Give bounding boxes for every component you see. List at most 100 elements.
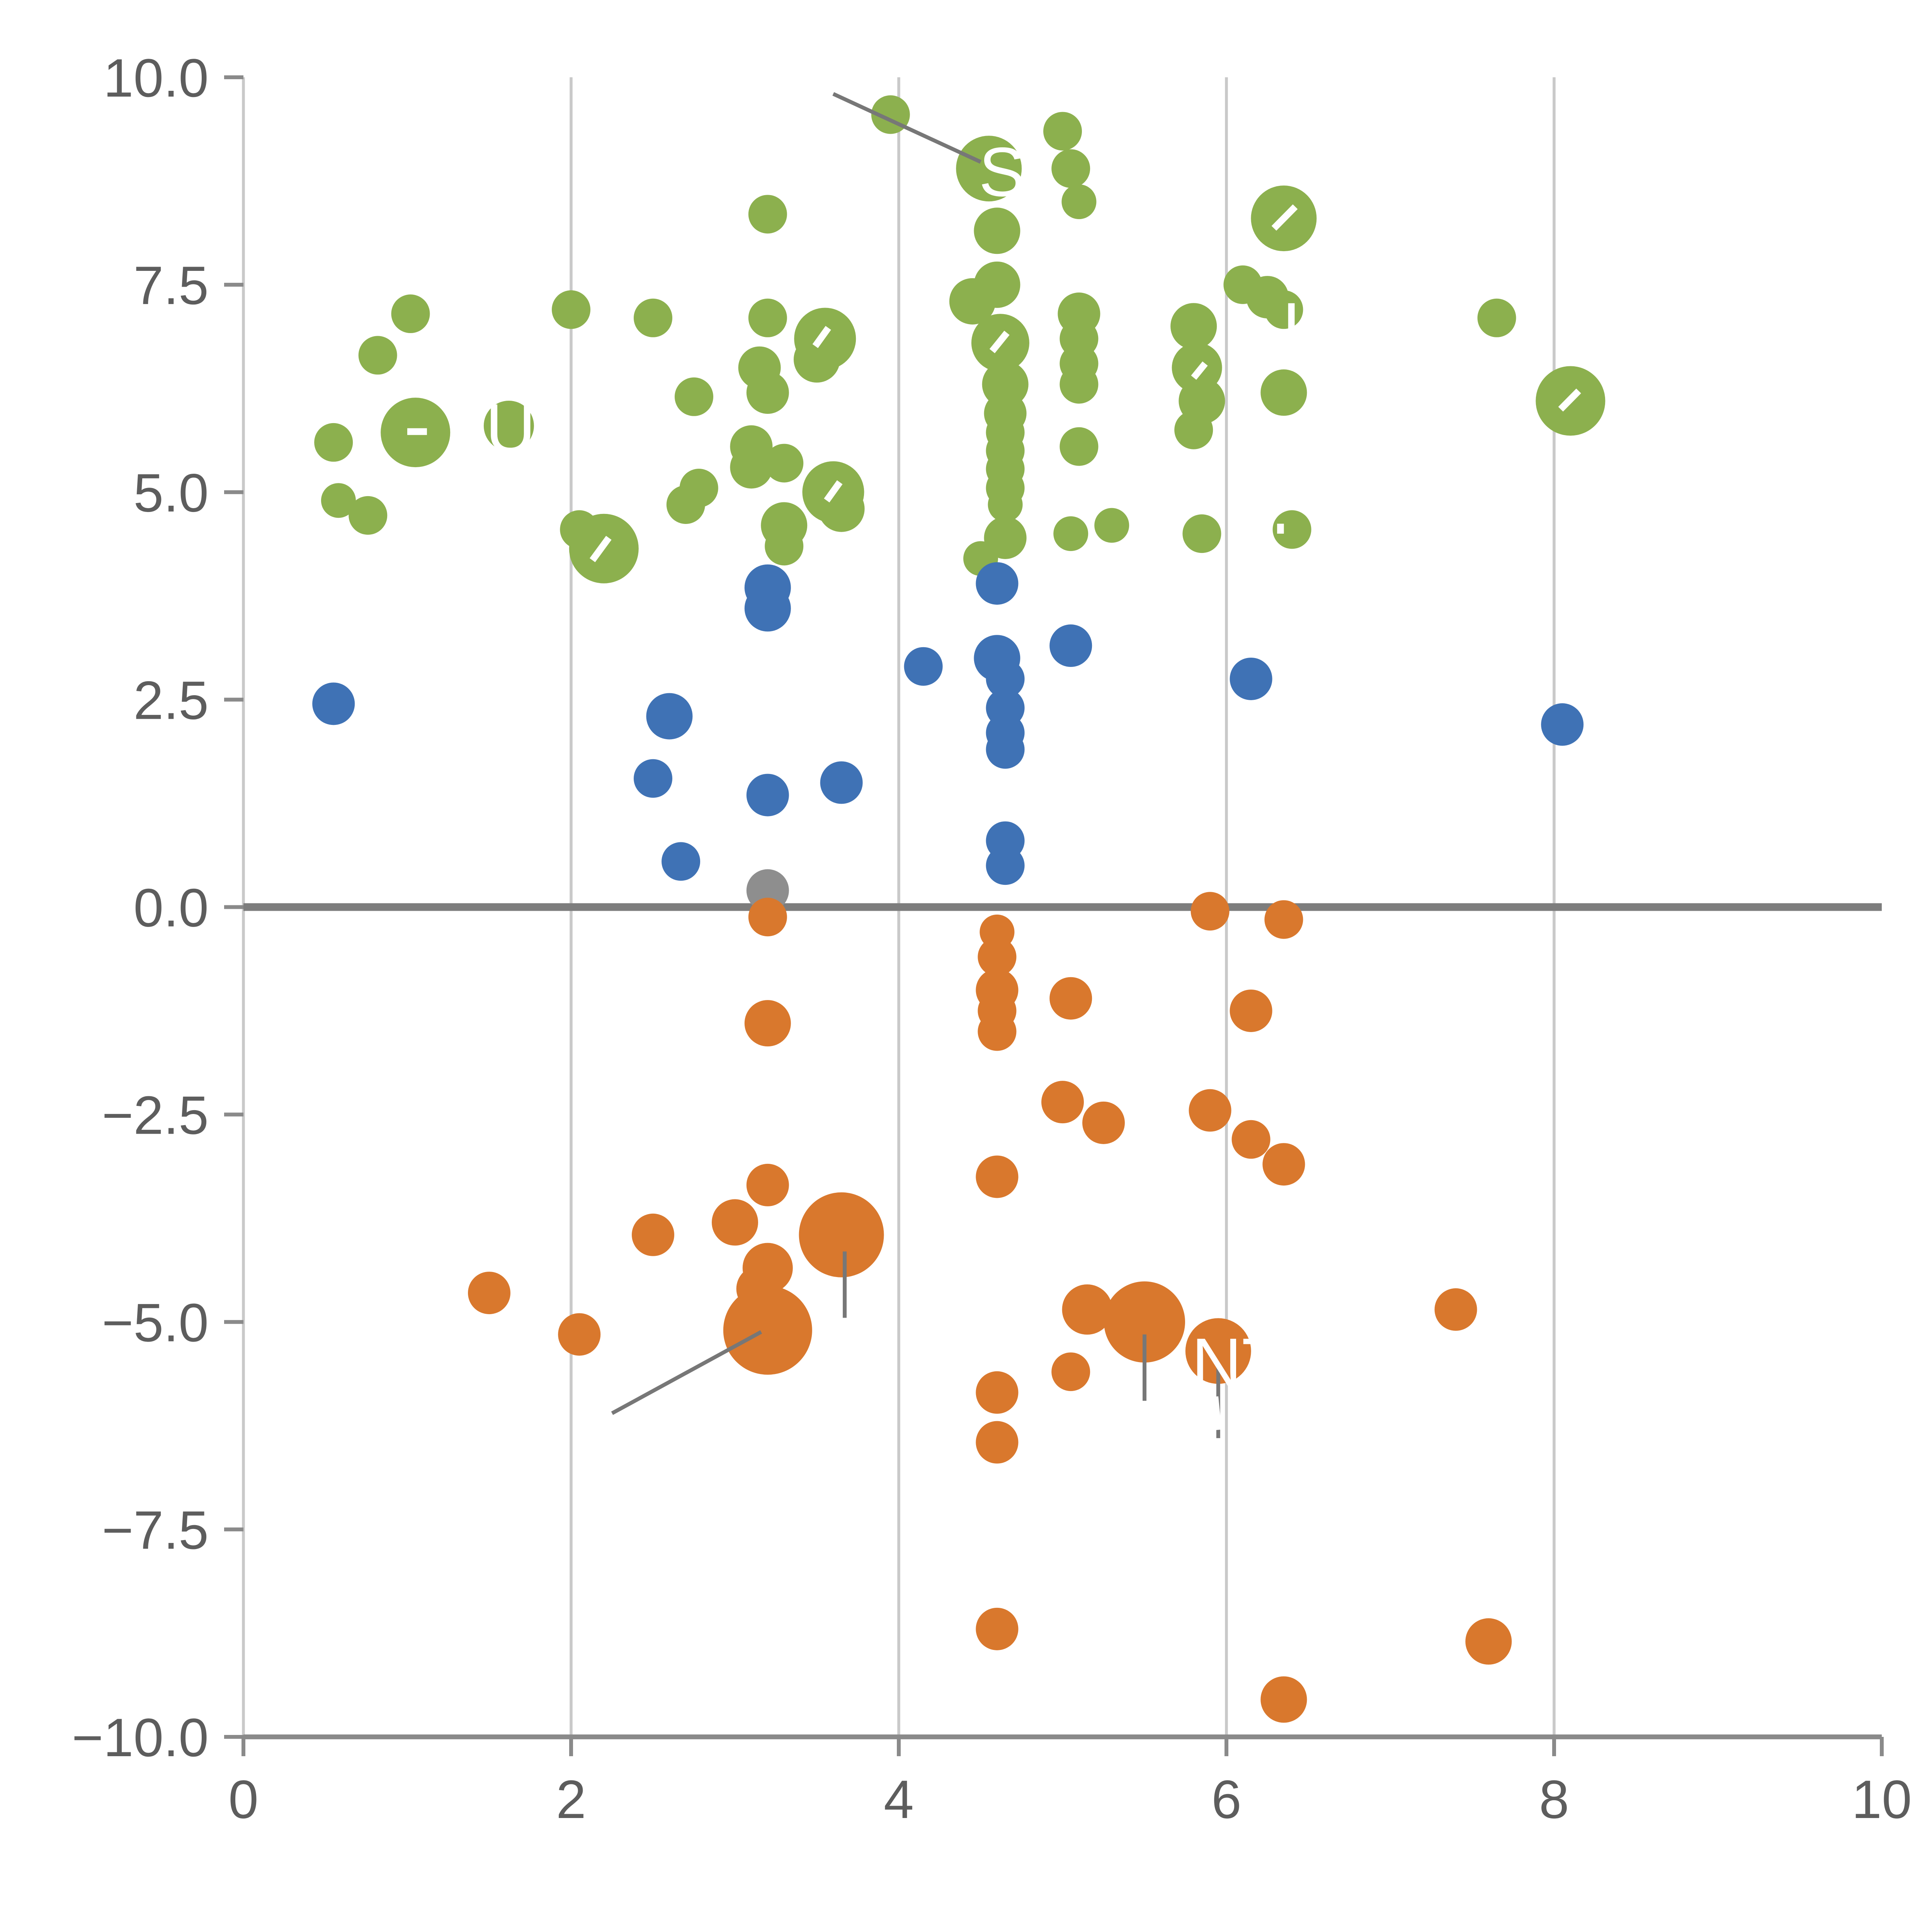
data-point-green (634, 298, 672, 337)
y-tick-label: −10.0 (72, 1707, 209, 1768)
data-point-orange (712, 1199, 758, 1246)
data-point-green (1170, 303, 1217, 350)
data-point-green (748, 298, 787, 337)
label-fragment (590, 536, 612, 563)
y-tick-label: 0.0 (133, 878, 209, 938)
data-point-blue (1230, 657, 1272, 700)
data-point-green (1051, 149, 1090, 188)
data-point-orange (1062, 1284, 1112, 1335)
data-point-green (1043, 112, 1082, 151)
data-point-green (314, 423, 353, 462)
data-point-orange (976, 1607, 1019, 1650)
data-point-green (794, 308, 856, 370)
data-point-blue (744, 585, 791, 632)
data-point-blue (662, 842, 701, 881)
y-tick-label: −2.5 (102, 1085, 209, 1145)
y-tick-label: 2.5 (133, 670, 209, 731)
data-point-green (679, 469, 718, 508)
x-tick-label: 6 (1211, 1769, 1242, 1830)
data-point-green (748, 195, 787, 234)
annotation-label: S (979, 133, 1025, 211)
data-point-green (349, 496, 388, 535)
data-point-orange (1190, 892, 1230, 931)
data-point-orange (632, 1213, 674, 1256)
data-point-orange (1185, 1318, 1251, 1384)
data-point-green (1094, 508, 1129, 543)
data-point-orange (1049, 977, 1092, 1020)
data-point-green (974, 261, 1020, 308)
data-point-orange (976, 1371, 1019, 1414)
data-point-green (765, 444, 804, 483)
data-point-orange (748, 898, 787, 937)
data-point-blue (634, 759, 672, 798)
data-point-green (1174, 410, 1213, 449)
data-point-green (1264, 290, 1303, 329)
data-point-green (321, 483, 356, 518)
label-fragment (1558, 388, 1581, 412)
data-point-green (956, 136, 1022, 202)
x-tick-label: 10 (1852, 1769, 1912, 1830)
data-point-orange (746, 1163, 789, 1206)
data-point-green (1477, 298, 1516, 337)
data-point-blue (646, 693, 693, 740)
data-point-orange (1104, 1281, 1185, 1363)
data-point-green (675, 377, 713, 416)
y-tick-label: 5.0 (133, 463, 209, 523)
x-tick-label: 0 (228, 1769, 259, 1830)
label-fragment (812, 326, 831, 348)
data-point-orange (1434, 1288, 1477, 1331)
data-point-green (358, 336, 397, 375)
data-point-orange (1262, 1143, 1305, 1186)
data-point-blue (1049, 624, 1092, 667)
annotation-label: R (949, 1251, 999, 1329)
x-tick-label: 8 (1539, 1769, 1569, 1830)
data-point-green (1060, 365, 1099, 404)
data-point-orange (1082, 1101, 1125, 1144)
data-point-orange (976, 1155, 1019, 1198)
data-point-blue (986, 730, 1025, 769)
data-point-orange (1189, 1089, 1231, 1132)
data-point-orange (723, 1286, 812, 1375)
data-point-green (984, 516, 1027, 559)
y-tick-label: −5.0 (102, 1292, 209, 1353)
data-point-orange (468, 1272, 510, 1315)
annotation-label: L (1282, 289, 1321, 366)
data-point-green (483, 400, 534, 451)
annotation-label: NT (1192, 1324, 1284, 1402)
data-point-green (974, 207, 1020, 254)
data-point-blue (820, 761, 863, 804)
x-tick-label: 2 (556, 1769, 586, 1830)
label-fragment (1271, 204, 1298, 231)
label-fragment (1211, 1396, 1222, 1430)
data-point-blue (746, 774, 789, 816)
data-point-orange (744, 1000, 791, 1047)
data-point-blue (976, 562, 1019, 605)
data-point-orange (1041, 1081, 1084, 1124)
x-tick-label: 4 (884, 1769, 914, 1830)
data-point-green (730, 446, 773, 489)
data-point-orange (1051, 1352, 1090, 1391)
data-point-orange (1264, 900, 1303, 939)
data-point-green (765, 527, 804, 566)
data-point-green (552, 290, 590, 329)
data-point-orange (1231, 1120, 1270, 1159)
data-point-green (1060, 427, 1099, 466)
data-point-green (1182, 514, 1221, 553)
data-point-orange (978, 1012, 1017, 1051)
data-point-blue (986, 659, 1025, 698)
data-point-green (1053, 516, 1088, 551)
data-point-blue (986, 846, 1025, 885)
label-fragment (989, 330, 1010, 354)
data-point-green (988, 487, 1023, 522)
label-fragment (824, 480, 843, 503)
data-point-blue (312, 682, 355, 725)
data-point-orange (799, 1192, 884, 1277)
annotation-leader-line (832, 92, 982, 164)
data-point-orange (1260, 1676, 1307, 1723)
y-tick-label: −7.5 (102, 1500, 209, 1560)
data-point-orange (978, 937, 1017, 976)
annotation-leader-line (611, 1330, 762, 1415)
label-fragment (1191, 361, 1208, 380)
